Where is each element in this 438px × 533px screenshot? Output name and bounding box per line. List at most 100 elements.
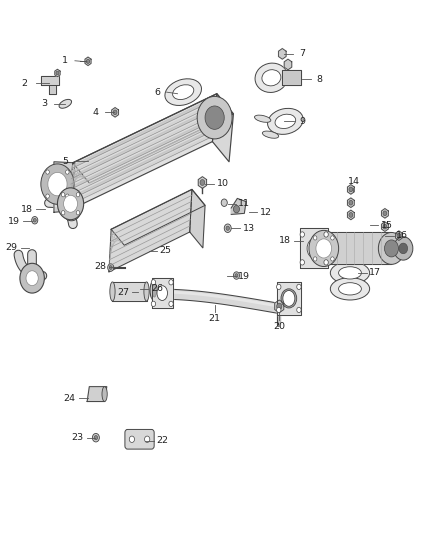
Polygon shape: [87, 386, 107, 401]
Polygon shape: [109, 189, 192, 272]
Circle shape: [276, 308, 281, 312]
Polygon shape: [152, 278, 173, 309]
Circle shape: [349, 200, 353, 205]
Circle shape: [383, 224, 387, 229]
Text: 11: 11: [238, 199, 251, 208]
Circle shape: [205, 106, 224, 130]
Text: 8: 8: [316, 75, 322, 84]
Circle shape: [129, 436, 134, 442]
Circle shape: [314, 257, 317, 261]
Circle shape: [20, 263, 44, 293]
Ellipse shape: [254, 115, 271, 122]
Circle shape: [224, 224, 231, 232]
Circle shape: [297, 284, 301, 289]
Circle shape: [324, 260, 328, 265]
Ellipse shape: [150, 280, 159, 301]
Polygon shape: [319, 232, 392, 264]
Circle shape: [109, 266, 112, 269]
Polygon shape: [69, 128, 214, 200]
Polygon shape: [72, 102, 216, 173]
Ellipse shape: [255, 63, 288, 92]
Text: 28: 28: [94, 262, 106, 271]
Ellipse shape: [173, 85, 194, 100]
Ellipse shape: [339, 282, 361, 295]
Circle shape: [56, 71, 59, 75]
Text: 27: 27: [117, 287, 129, 296]
Circle shape: [66, 170, 69, 174]
Circle shape: [349, 213, 353, 217]
Text: 26: 26: [151, 284, 163, 293]
Polygon shape: [277, 282, 301, 315]
Circle shape: [94, 435, 98, 440]
Ellipse shape: [307, 239, 321, 258]
Circle shape: [108, 264, 114, 271]
Ellipse shape: [283, 290, 295, 306]
Polygon shape: [112, 108, 119, 117]
Text: 29: 29: [6, 244, 18, 253]
Text: 19: 19: [238, 272, 251, 280]
Text: 25: 25: [160, 246, 172, 255]
Ellipse shape: [262, 70, 281, 86]
Circle shape: [41, 164, 74, 204]
Ellipse shape: [110, 282, 115, 301]
Circle shape: [66, 194, 69, 198]
Polygon shape: [71, 112, 215, 184]
Text: 23: 23: [71, 433, 83, 442]
Text: 4: 4: [92, 108, 98, 117]
Circle shape: [76, 211, 80, 215]
Circle shape: [32, 216, 38, 224]
Circle shape: [300, 260, 304, 265]
Polygon shape: [231, 198, 246, 214]
Polygon shape: [72, 96, 216, 168]
Polygon shape: [347, 198, 354, 207]
Polygon shape: [347, 210, 354, 220]
Circle shape: [276, 284, 281, 289]
Text: 2: 2: [22, 78, 28, 87]
Circle shape: [331, 257, 334, 261]
Circle shape: [233, 272, 240, 279]
Circle shape: [86, 59, 90, 63]
Circle shape: [277, 303, 282, 310]
Circle shape: [48, 172, 67, 196]
Circle shape: [61, 211, 65, 215]
Ellipse shape: [268, 108, 303, 134]
Circle shape: [314, 236, 317, 240]
Ellipse shape: [165, 79, 201, 106]
Circle shape: [92, 433, 99, 442]
Text: 18: 18: [279, 237, 290, 246]
Circle shape: [309, 230, 339, 266]
Polygon shape: [70, 123, 214, 195]
Text: 15: 15: [381, 221, 393, 230]
Polygon shape: [85, 57, 91, 66]
Circle shape: [316, 239, 332, 258]
Text: 16: 16: [396, 231, 408, 240]
Circle shape: [324, 232, 328, 237]
Circle shape: [385, 240, 399, 257]
Polygon shape: [69, 134, 213, 205]
Ellipse shape: [102, 386, 107, 401]
Text: 14: 14: [347, 177, 360, 186]
Polygon shape: [68, 94, 217, 211]
Circle shape: [169, 301, 173, 306]
Circle shape: [61, 192, 65, 197]
Circle shape: [300, 232, 304, 237]
Circle shape: [64, 195, 78, 212]
Ellipse shape: [275, 114, 296, 128]
Circle shape: [235, 273, 238, 277]
Ellipse shape: [262, 131, 279, 138]
Circle shape: [66, 203, 77, 215]
Polygon shape: [396, 231, 402, 240]
Ellipse shape: [330, 278, 370, 300]
Ellipse shape: [144, 282, 149, 301]
Text: 18: 18: [21, 205, 33, 214]
Circle shape: [226, 226, 230, 230]
Text: 7: 7: [299, 50, 305, 58]
Text: 20: 20: [273, 321, 285, 330]
Circle shape: [46, 194, 49, 198]
Text: 24: 24: [64, 394, 76, 403]
Ellipse shape: [59, 99, 71, 108]
Circle shape: [62, 197, 81, 221]
Circle shape: [349, 187, 353, 192]
Circle shape: [113, 110, 117, 115]
Polygon shape: [198, 176, 207, 188]
